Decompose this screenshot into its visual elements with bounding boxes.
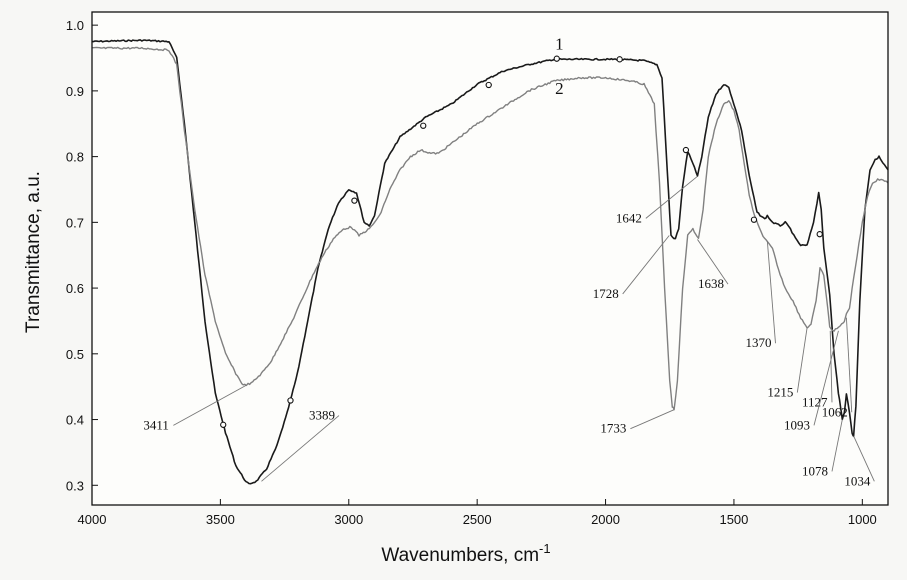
annotation-leader (630, 409, 675, 430)
annotation-leader (845, 317, 853, 413)
marker-layer (220, 55, 823, 428)
annotation-leader (831, 419, 843, 472)
series-marker (485, 81, 492, 89)
annotation-leader (697, 239, 729, 285)
series-marker (616, 56, 623, 63)
y-tick-label: 0.8 (66, 150, 84, 165)
series-label-1: 1 (555, 34, 564, 53)
series-marker (351, 197, 358, 204)
x-tick-label: 3500 (206, 512, 235, 527)
x-tick-label: 1000 (848, 512, 877, 527)
series-marker (420, 122, 427, 129)
annotation-label-1078: 1078 (802, 463, 828, 478)
x-tick-label: 2500 (463, 512, 492, 527)
annotation-leader (261, 415, 340, 482)
x-axis-title: Wavenumbers, cm-1 (381, 541, 550, 566)
annotation-leader (766, 240, 776, 344)
annotation-leader (173, 384, 247, 426)
annotation-label-1215: 1215 (767, 385, 793, 400)
x-axis-title-main: Wavenumbers, cm (381, 545, 539, 566)
annotation-label-1062: 1062 (822, 404, 848, 419)
annotation-label-1093: 1093 (784, 417, 810, 432)
x-tick-label: 2000 (591, 512, 620, 527)
plot-frame (91, 11, 889, 506)
annotation-leader (645, 175, 698, 219)
annotation-leader (853, 435, 875, 482)
annotation-label-1728: 1728 (593, 286, 619, 301)
y-tick-label: 0.3 (66, 478, 84, 493)
series-line-2 (92, 46, 889, 411)
y-tick-label: 0.9 (66, 84, 84, 99)
x-tick-label: 4000 (78, 512, 107, 527)
y-tick-label: 0.6 (66, 281, 84, 296)
series-marker (220, 421, 227, 428)
y-axis-ticks: 0.3 0.4 0.5 0.6 0.7 0.8 0.9 1.0 (66, 18, 98, 493)
x-tick-label: 3000 (334, 512, 363, 527)
series-marker (816, 231, 823, 238)
annotation-label-1370: 1370 (745, 335, 771, 350)
series-marker (287, 397, 294, 404)
series-layer: 12 (92, 34, 889, 485)
x-axis-ticks: 4000 3500 3000 2500 2000 1500 1000 (78, 499, 877, 527)
series-line-1 (92, 39, 889, 485)
y-tick-label: 1.0 (66, 18, 84, 33)
annotation-label-3389: 3389 (309, 408, 335, 423)
annotation-layer: 3411338916421728163813701215112710931062… (143, 175, 875, 488)
annotation-leader (796, 327, 808, 393)
annotation-leader (829, 330, 833, 403)
y-tick-label: 0.4 (66, 413, 84, 428)
series-label-2: 2 (555, 79, 564, 98)
x-tick-label: 1500 (719, 512, 748, 527)
annotation-leader (622, 235, 670, 295)
y-tick-label: 0.5 (66, 347, 84, 362)
annotation-label-3411: 3411 (143, 417, 169, 432)
series-marker (750, 216, 758, 223)
y-axis-title: Transmittance, a.u. (23, 171, 44, 333)
annotation-label-1642: 1642 (616, 210, 642, 225)
annotation-label-1733: 1733 (600, 421, 626, 436)
series-marker (553, 55, 560, 62)
y-tick-label: 0.7 (66, 215, 84, 230)
x-axis-title-superscript: -1 (539, 541, 551, 556)
series-marker (682, 146, 690, 154)
annotation-label-1034: 1034 (844, 473, 871, 488)
annotation-leader (813, 330, 839, 426)
annotation-label-1638: 1638 (698, 276, 724, 291)
